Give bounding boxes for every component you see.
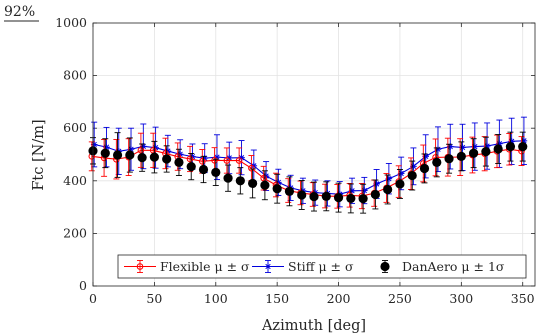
data-point [223,173,233,183]
x-tick-label: 300 [449,291,473,306]
error-bar [223,147,230,174]
plot-area [93,23,535,286]
data-point [186,161,196,172]
data-point [333,193,344,203]
data-point [260,180,270,190]
data-point [235,176,245,186]
data-point [346,193,356,204]
data-point [370,189,380,200]
data-point [211,156,218,164]
data-point [297,190,307,200]
error-bar [236,147,243,174]
data-point [100,148,110,158]
data-point [469,148,479,158]
data-point [137,146,145,154]
y-tick-label: 400 [63,173,87,188]
x-tick-label: 200 [327,291,351,306]
data-point [235,157,243,164]
data-point [211,167,221,177]
legend-marker [264,263,272,270]
data-point [481,147,491,157]
data-point [174,157,184,167]
series-layer [88,116,528,214]
data-point [199,158,206,165]
error-bar [101,139,108,177]
data-point [248,178,258,189]
data-point [223,157,231,164]
legend-marker [380,261,390,272]
data-point [309,191,319,202]
data-point [505,142,516,152]
x-tick-label: 50 [146,291,162,306]
data-point [407,170,417,181]
x-tick-label: 250 [388,291,412,306]
legend-label: DanAero μ ± 1σ [402,259,505,274]
data-point [395,179,405,189]
data-point [518,142,528,152]
legend-label: Stiff μ ± σ [288,259,354,274]
data-point [162,154,172,164]
legend: Flexible μ ± σ Stiff μ ± σ DanAero μ ± 1σ [117,254,527,279]
data-point [198,164,209,175]
data-point [493,144,503,154]
data-point [444,154,454,164]
data-point [383,184,393,195]
y-tick-label: 1000 [55,15,87,30]
x-tick-label: 100 [204,291,228,306]
corner-label: 92% [4,4,35,20]
x-tick-label: 150 [265,291,289,306]
legend-label: Flexible μ ± σ [160,259,250,274]
legend-box [117,254,527,279]
data-point [149,152,159,162]
error-bar [162,137,169,170]
data-point [456,151,466,161]
data-point [125,150,135,160]
data-point [137,153,147,163]
x-tick-label: 0 [89,291,97,306]
y-tick-label: 600 [63,120,87,135]
y-tick-label: 800 [63,68,87,83]
legend-marker [136,263,144,270]
data-point [272,184,282,194]
data-point [419,163,430,174]
error-bar [150,132,157,168]
data-point [186,155,194,163]
data-point [358,194,368,204]
x-tick-label: 350 [511,291,535,306]
legend-item: DanAero μ ± 1σ [380,259,505,274]
error-bar [420,144,427,183]
data-point [248,164,255,172]
data-point [112,150,123,160]
x-axis-label: Azimuth [deg] [261,318,366,334]
data-point [284,186,295,196]
axes: 0 50 100 150 200 250 300 350 0 200 400 600 800 1000 [55,15,535,306]
series-danaero [88,131,528,214]
legend-item: Stiff μ ± σ [252,259,354,274]
error-bar [432,138,439,177]
data-point [432,157,442,167]
data-point [321,191,331,201]
y-tick-label: 0 [79,278,87,293]
legend-item: Flexible μ ± σ [124,259,250,274]
y-tick-label: 200 [63,225,87,240]
y-axis-label: Ftc [N/m] [31,119,47,190]
plot-frame [92,22,536,287]
